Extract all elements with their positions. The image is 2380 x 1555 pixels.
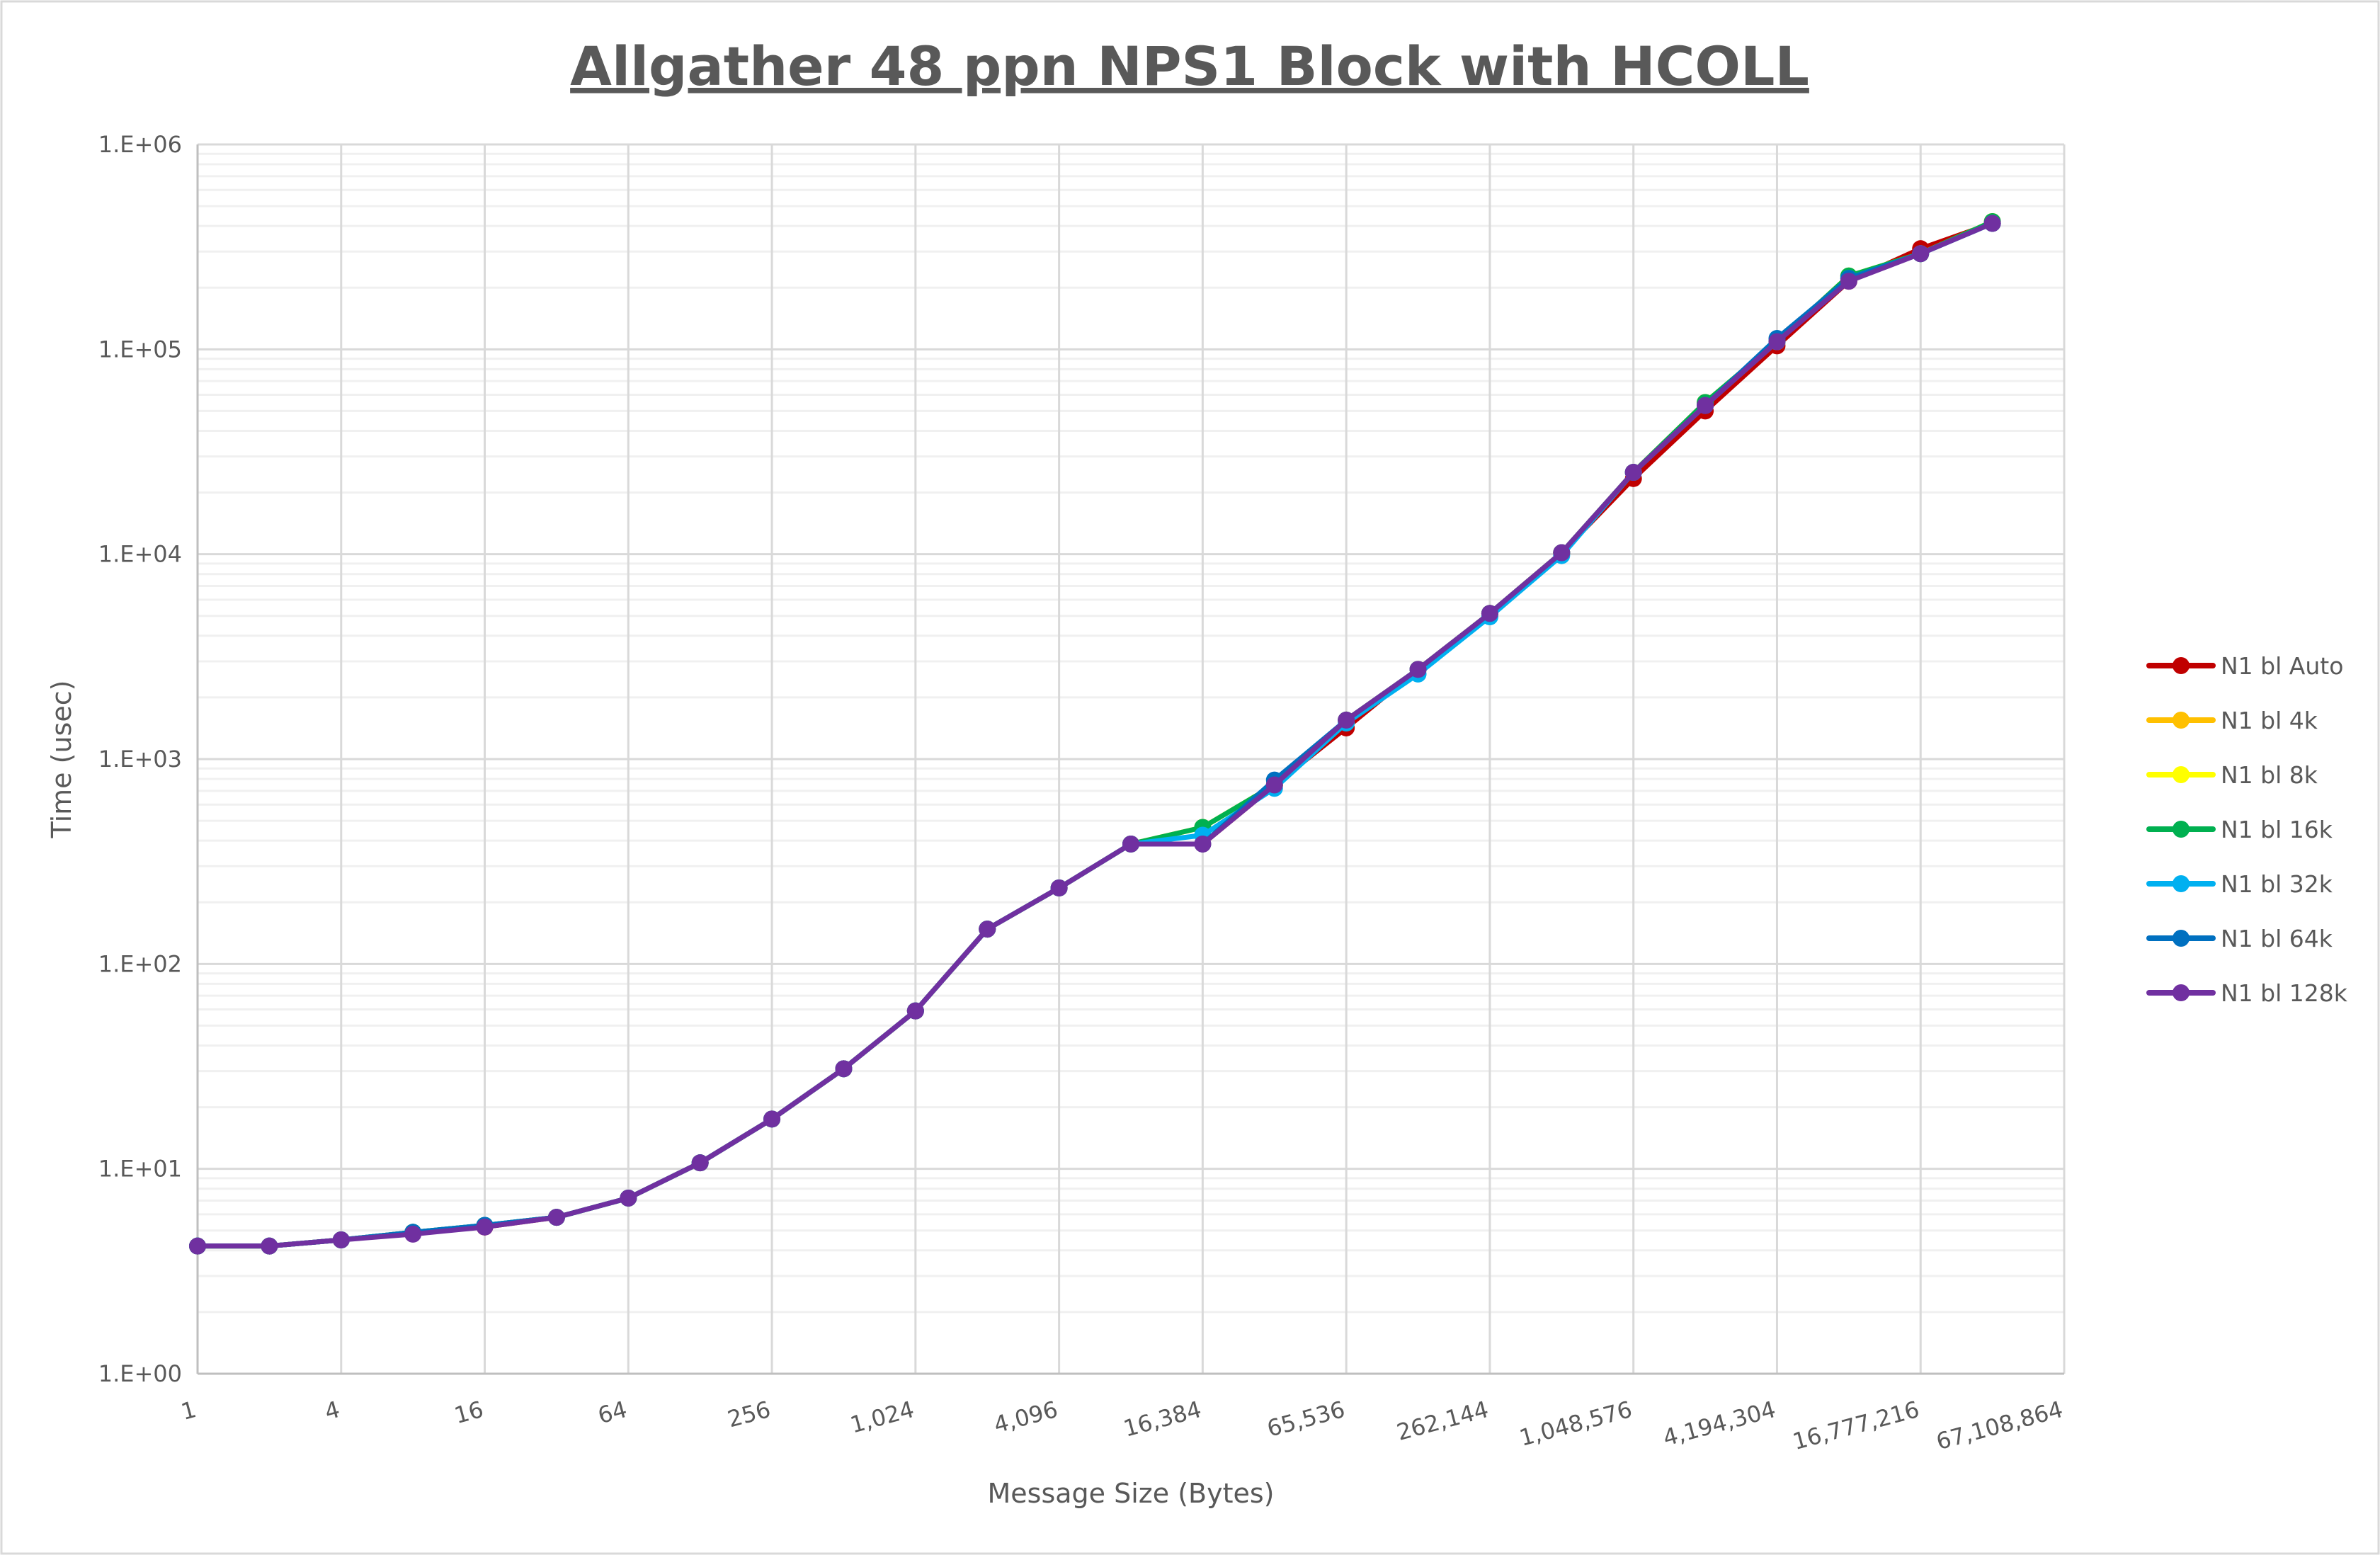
legend-label: N1 bl Auto (2221, 652, 2343, 680)
legend-marker (2173, 930, 2190, 947)
y-tick-label: 1.E+02 (98, 950, 182, 977)
data-point (1624, 464, 1642, 482)
data-point (1265, 776, 1283, 794)
legend-marker (2173, 712, 2190, 729)
data-point (1912, 245, 1930, 263)
legend-marker (2173, 766, 2190, 783)
data-point (691, 1154, 709, 1172)
data-point (189, 1237, 206, 1255)
data-point (404, 1225, 422, 1243)
data-point (1553, 544, 1571, 562)
data-point (1050, 879, 1068, 896)
x-axis-label: Message Size (Bytes) (988, 1478, 1275, 1509)
data-point (763, 1110, 781, 1128)
y-tick-label: 1.E+04 (98, 541, 182, 568)
data-point (547, 1209, 565, 1226)
legend-marker (2173, 821, 2190, 838)
legend-label: N1 bl 64k (2221, 925, 2333, 952)
y-tick-label: 1.E+05 (98, 336, 182, 363)
legend-item: N1 bl 16k (2146, 816, 2333, 843)
data-point (476, 1218, 494, 1236)
y-tick-label: 1.E+00 (98, 1360, 182, 1387)
data-point (1697, 397, 1714, 414)
legend-marker (2173, 984, 2190, 1001)
data-point (906, 1002, 924, 1020)
legend-label: N1 bl 8k (2221, 761, 2318, 789)
data-point (1481, 605, 1498, 622)
legend-item: N1 bl 64k (2146, 925, 2333, 952)
y-axis-label: Time (usec) (46, 680, 77, 839)
y-tick-label: 1.E+01 (98, 1156, 182, 1183)
legend-label: N1 bl 128k (2221, 979, 2348, 1007)
data-point (1768, 333, 1786, 351)
y-tick-label: 1.E+06 (98, 131, 182, 158)
chart-title: Allgather 48 ppn NPS1 Block with HCOLL (570, 35, 1809, 98)
data-point (1840, 273, 1857, 290)
legend-marker (2173, 657, 2190, 674)
data-point (835, 1060, 853, 1078)
legend-item: N1 bl Auto (2146, 652, 2343, 680)
legend-item: N1 bl 128k (2146, 979, 2348, 1007)
data-point (261, 1237, 278, 1255)
data-point (979, 921, 996, 938)
legend-item: N1 bl 8k (2146, 761, 2318, 789)
legend-label: N1 bl 16k (2221, 816, 2333, 843)
data-point (1122, 835, 1139, 853)
data-point (1338, 711, 1355, 729)
legend-label: N1 bl 32k (2221, 870, 2333, 898)
legend-item: N1 bl 4k (2146, 707, 2318, 734)
legend-item: N1 bl 32k (2146, 870, 2333, 898)
series-n1-bl-128k (189, 215, 2001, 1255)
series-line (198, 221, 1993, 1249)
data-point (1409, 661, 1427, 678)
y-tick-label: 1.E+03 (98, 746, 182, 773)
y-axis-ticks: 1.E+00 1.E+01 1.E+02 1.E+03 1.E+04 1.E+05 1.E+… (98, 131, 182, 1387)
data-point (620, 1189, 637, 1207)
data-point (1194, 835, 1212, 853)
series-group (189, 213, 2001, 1255)
legend-marker (2173, 875, 2190, 892)
data-point (1983, 215, 2001, 232)
legend: N1 bl Auto N1 bl 4k N1 bl 8k N1 bl 16k N1 bl… (2146, 652, 2348, 1007)
data-point (332, 1231, 350, 1249)
legend-label: N1 bl 4k (2221, 707, 2318, 734)
